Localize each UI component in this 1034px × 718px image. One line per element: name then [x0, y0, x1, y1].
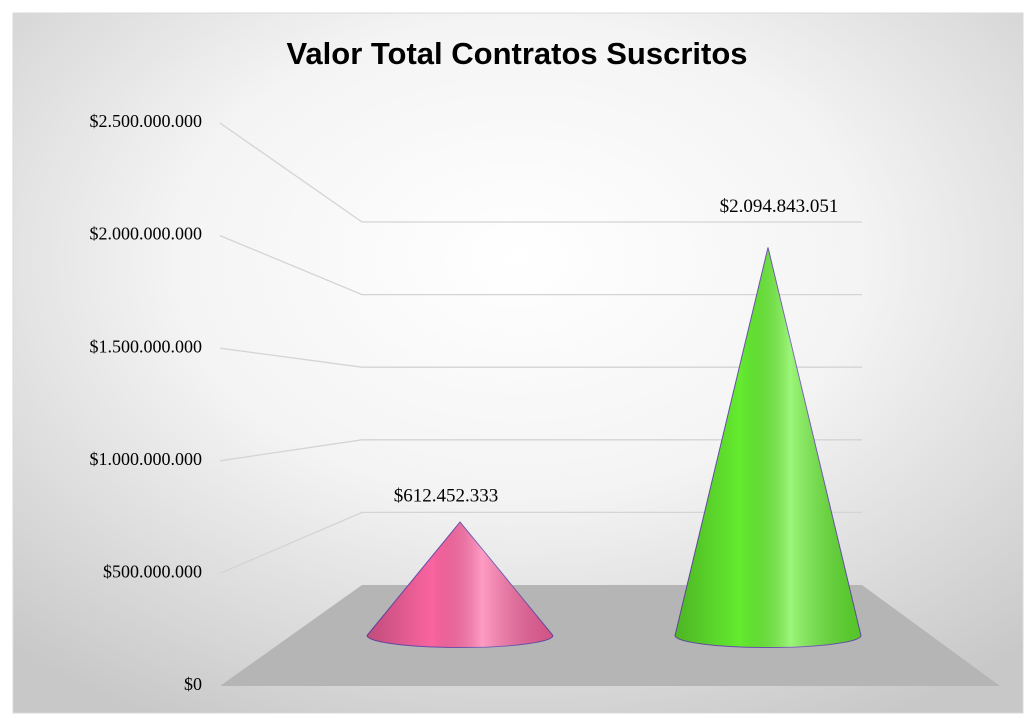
y-tick-label: $500.000.000 [103, 562, 202, 582]
grid-line [219, 234, 862, 296]
y-tick-label: $2.500.000.000 [90, 111, 203, 131]
cone-shade [675, 247, 861, 648]
y-tick-label: $0 [184, 674, 202, 694]
grid-line [219, 347, 862, 368]
value-label: $2.094.843.051 [720, 196, 839, 217]
grid-line [219, 511, 862, 574]
cone-shade [367, 522, 553, 648]
grid-line [219, 439, 862, 462]
y-tick-label: $1.500.000.000 [90, 336, 203, 356]
y-tick-label: $1.000.000.000 [90, 449, 203, 469]
grid-line [219, 122, 862, 223]
chart-title: Valor Total Contratos Suscritos [286, 36, 747, 71]
y-tick-label: $2.000.000.000 [90, 224, 203, 244]
value-label: $612.452.333 [394, 485, 499, 506]
